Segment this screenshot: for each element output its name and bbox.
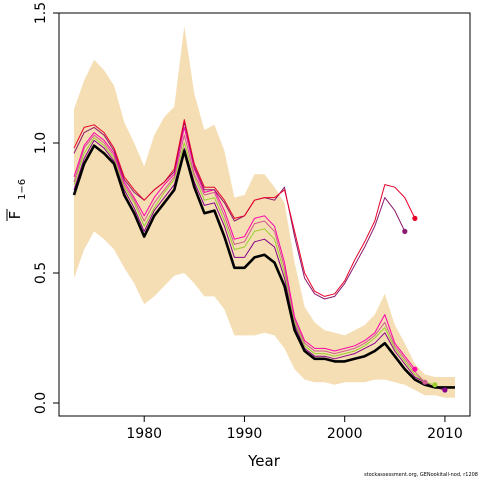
retrospective-end-point-3 (422, 379, 428, 385)
final-estimate-line (72, 144, 455, 389)
retrospective-line-4 (73, 126, 416, 370)
x-tick-label: 2010 (427, 426, 463, 442)
x-tick-label: 2000 (327, 426, 363, 442)
axes-layer: 1980 1990 2000 2010 0.0 0.5 1.0 1.5 (33, 2, 471, 442)
footer-credit: stockassessment.org, GENookitall-nod, r1… (364, 472, 478, 478)
y-tick-label: 0.0 (33, 392, 49, 414)
confidence-band-layer (74, 26, 455, 398)
retrospective-end-point-1 (442, 387, 448, 393)
retrospective-end-point-2 (432, 382, 438, 388)
y-tick-label: 1.5 (33, 2, 49, 24)
x-tick-label: 1990 (227, 426, 263, 442)
retrospective-end-point-6 (412, 215, 418, 221)
y-tick-label: 0.5 (33, 262, 49, 284)
end-points-layer (402, 215, 448, 393)
y-axis-label: F 1−6 (6, 179, 28, 221)
retrospective-line-6 (73, 119, 416, 297)
retrospective-line-2 (73, 137, 436, 386)
retrospective-line-5 (73, 121, 406, 300)
retrospective-end-point-5 (402, 228, 408, 234)
retrospective-line-1 (73, 139, 446, 391)
confidence-band (74, 26, 455, 398)
x-tick-label: 1980 (126, 426, 162, 442)
y-tick-label: 1.0 (33, 132, 49, 154)
retrospective-end-point-4 (412, 366, 418, 372)
y-axis-label-main: F (6, 211, 24, 220)
series-layer (72, 119, 455, 391)
plot-frame (58, 12, 471, 417)
x-axis-label: Year (247, 452, 281, 470)
y-axis-label-subscript: 1−6 (17, 179, 28, 200)
retrospective-line-3 (73, 134, 426, 383)
